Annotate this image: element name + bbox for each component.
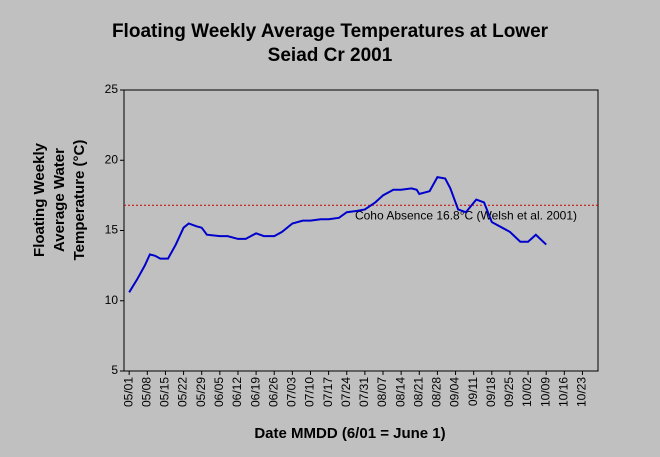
x-tick-label: 09/11	[466, 377, 480, 406]
x-tick-label: 07/24	[339, 377, 353, 407]
chart-title: Floating Weekly Average Temperatures at …	[112, 21, 549, 42]
x-tick-label: 06/05	[212, 377, 226, 407]
y-tick-label: 10	[105, 293, 119, 307]
x-tick-label: 08/28	[430, 377, 444, 407]
x-axis-label: Date MMDD (6/01 = June 1)	[254, 425, 445, 442]
y-tick-label: 20	[105, 152, 119, 166]
chart-title: Seiad Cr 2001	[268, 45, 393, 66]
x-tick-label: 05/22	[176, 377, 190, 407]
x-tick-label: 07/17	[321, 377, 335, 407]
plot-frame	[123, 89, 599, 372]
x-tick-label: 10/02	[520, 377, 534, 407]
x-tick-label: 06/12	[230, 377, 244, 407]
x-tick-label: 07/31	[357, 377, 371, 407]
x-tick-label: 09/04	[448, 377, 462, 407]
y-axis-label: Temperature (°C)	[71, 140, 88, 261]
x-tick-label: 06/19	[248, 377, 262, 407]
x-tick-label: 08/21	[411, 377, 425, 407]
threshold-label: Coho Absence 16.8°C (Welsh et al. 2001)	[355, 208, 577, 222]
x-tick-label: 05/29	[194, 377, 208, 407]
y-tick-label: 5	[111, 363, 118, 377]
x-tick-label: 10/16	[556, 377, 570, 407]
x-tick-label: 10/23	[575, 377, 589, 407]
y-axis-label: Floating Weekly	[31, 142, 48, 257]
x-tick-label: 05/01	[121, 377, 135, 407]
x-tick-label: 09/25	[502, 377, 516, 407]
y-tick-label: 25	[105, 82, 119, 96]
x-tick-label: 10/09	[538, 377, 552, 407]
x-tick-label: 09/18	[484, 377, 498, 407]
x-tick-label: 06/26	[266, 377, 280, 407]
x-tick-label: 08/14	[393, 377, 407, 407]
data-line	[128, 175, 547, 293]
x-tick-label: 08/07	[375, 377, 389, 407]
x-tick-label: 05/08	[139, 377, 153, 407]
x-tick-label: 07/03	[285, 377, 299, 407]
y-tick-label: 15	[105, 223, 119, 237]
x-tick-label: 07/10	[303, 377, 317, 407]
y-axis-label: Average Water	[51, 148, 68, 252]
x-tick-label: 05/15	[158, 377, 172, 407]
